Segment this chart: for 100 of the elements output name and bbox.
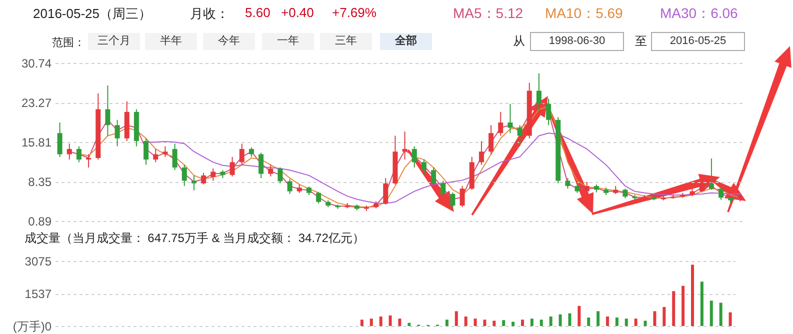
bar bbox=[549, 316, 552, 326]
y-tick-label: 8.35 bbox=[28, 175, 52, 190]
candlestick bbox=[239, 143, 244, 166]
y-tick-label: 30.74 bbox=[21, 56, 52, 70]
bar bbox=[512, 322, 515, 326]
candlestick bbox=[478, 140, 484, 166]
bar bbox=[388, 315, 392, 326]
text: 范围： bbox=[52, 36, 85, 50]
candlestick bbox=[66, 143, 72, 160]
candlestick bbox=[450, 192, 456, 209]
candlestick bbox=[268, 164, 274, 177]
range-button: 三年 bbox=[320, 33, 372, 50]
candlestick bbox=[699, 178, 704, 193]
candlestick bbox=[191, 174, 196, 191]
candlestick bbox=[201, 172, 206, 185]
bar bbox=[360, 320, 364, 326]
text: +7.69% bbox=[332, 5, 376, 20]
candlestick bbox=[440, 180, 446, 198]
bar bbox=[624, 318, 628, 326]
candlestick bbox=[153, 148, 158, 163]
bar bbox=[578, 306, 581, 326]
bar bbox=[606, 316, 609, 326]
bar bbox=[474, 318, 477, 326]
text: 月收： bbox=[190, 5, 229, 23]
text: 从 bbox=[513, 33, 525, 50]
candlestick bbox=[114, 119, 120, 147]
bar bbox=[662, 306, 666, 326]
bar bbox=[540, 320, 543, 326]
text: 5.60 bbox=[245, 5, 270, 20]
text: MA30：6.06 bbox=[660, 5, 738, 23]
bar bbox=[672, 291, 676, 326]
candlestick bbox=[316, 191, 322, 204]
bar bbox=[454, 311, 458, 326]
bar bbox=[379, 316, 382, 326]
candlestick bbox=[498, 111, 504, 136]
candlestick bbox=[421, 159, 426, 176]
chart-title: 2016-05-25（周三） bbox=[33, 5, 152, 23]
candlestick bbox=[508, 103, 513, 134]
y-tick-label: 1537 bbox=[24, 287, 52, 302]
candlestick bbox=[431, 166, 436, 187]
candlestick bbox=[144, 138, 149, 166]
bar bbox=[644, 320, 647, 326]
text: 至 bbox=[635, 33, 647, 50]
chart-title: 成交量（当月成交量： 647.75万手 & 当月成交额： 34.72亿元） bbox=[24, 231, 364, 245]
candlestick bbox=[402, 130, 408, 160]
candlestick bbox=[565, 178, 570, 190]
bar bbox=[398, 318, 402, 326]
bar bbox=[615, 318, 618, 326]
candlestick bbox=[287, 178, 292, 194]
bar bbox=[370, 318, 373, 326]
bar bbox=[408, 322, 411, 326]
date-field: 1998-06-30 bbox=[530, 32, 624, 51]
candlestick bbox=[105, 84, 110, 136]
bar bbox=[653, 311, 656, 326]
candlestick bbox=[708, 158, 714, 190]
bar bbox=[691, 264, 694, 326]
candlestick bbox=[230, 156, 235, 177]
bar bbox=[483, 320, 486, 326]
bar bbox=[530, 318, 534, 326]
candlestick bbox=[258, 152, 264, 179]
date-field: 2016-05-25 bbox=[651, 32, 745, 51]
candlestick bbox=[460, 186, 465, 208]
bar bbox=[719, 302, 722, 326]
bar bbox=[568, 313, 572, 326]
range-button: 一年 bbox=[262, 33, 314, 50]
candlestick bbox=[86, 154, 92, 168]
candlestick bbox=[278, 166, 283, 184]
bar bbox=[558, 314, 562, 326]
bar bbox=[700, 282, 704, 326]
candlestick bbox=[546, 98, 552, 126]
text: MA10：5.69 bbox=[545, 5, 623, 23]
candlestick bbox=[172, 143, 178, 171]
bar bbox=[492, 320, 496, 326]
bar bbox=[587, 318, 590, 326]
bar bbox=[710, 300, 713, 326]
range-button: 半年 bbox=[145, 33, 197, 50]
candlestick bbox=[584, 181, 590, 193]
y-tick-label: (万手)0 bbox=[12, 320, 52, 334]
y-tick-label: 3075 bbox=[24, 254, 52, 268]
bar bbox=[634, 318, 638, 326]
candlestick bbox=[622, 188, 628, 199]
candlestick bbox=[574, 182, 580, 194]
candlestick bbox=[488, 124, 494, 155]
bar bbox=[445, 320, 448, 326]
candlestick bbox=[383, 178, 388, 206]
y-tick-label: 15.81 bbox=[21, 136, 52, 150]
candlestick bbox=[182, 164, 187, 187]
text: +0.40 bbox=[281, 5, 314, 20]
range-button: 今年 bbox=[203, 33, 255, 50]
candlestick bbox=[162, 146, 168, 158]
y-tick-label: 23.27 bbox=[21, 96, 52, 110]
candlestick bbox=[517, 124, 522, 147]
bar bbox=[682, 286, 685, 326]
candlestick bbox=[210, 168, 216, 182]
bar bbox=[596, 311, 600, 326]
candlestick bbox=[248, 146, 254, 158]
candlestick bbox=[57, 122, 62, 158]
y-tick-label: 0.89 bbox=[28, 214, 52, 228]
candlestick bbox=[718, 186, 724, 200]
bar bbox=[521, 320, 524, 326]
